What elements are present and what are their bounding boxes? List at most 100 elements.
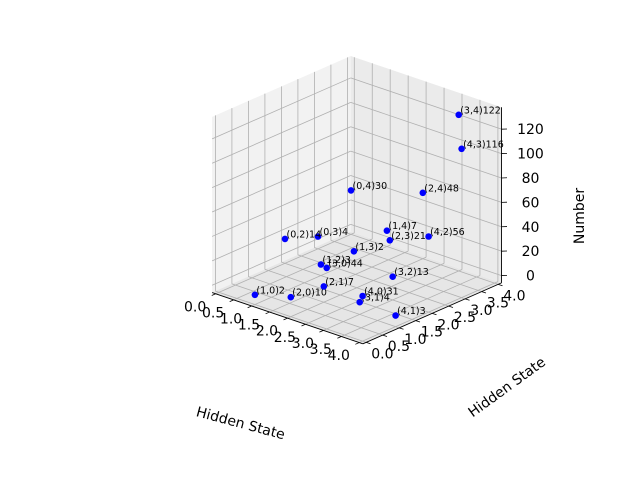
y-tick-mark: [415, 320, 421, 323]
point-annotation: (1,2)3: [322, 255, 351, 266]
point-annotation: (4,2)56: [430, 227, 465, 238]
x-tick-mark: [211, 293, 216, 296]
grid-line: [211, 77, 351, 140]
x-tick-label: 2.5: [274, 330, 296, 346]
data-points: (0,3)4 (0,4)30 (0,2)14 (1,0)2 (1,2)3 (1,3)2 (1…: [251, 105, 504, 319]
x-tick-mark: [355, 342, 360, 345]
grid-line: [350, 77, 502, 130]
grid-line: [347, 232, 499, 285]
z-tick-label: 60: [522, 195, 540, 211]
data-point: [356, 298, 364, 306]
y-tick-mark: [465, 298, 470, 301]
y-tick-mark: [448, 305, 454, 308]
grid-line: [215, 290, 367, 343]
y-tick-label: 2.5: [454, 310, 476, 326]
z-tick-label: 80: [522, 171, 540, 187]
y-tick-label: 3.5: [487, 296, 509, 312]
y-axis-label: Hidden State: [466, 354, 549, 421]
z-axis-label: Number: [572, 188, 588, 244]
point-annotation: (2,3)21: [391, 231, 426, 242]
point-annotation: (2,1)7: [325, 277, 354, 288]
x-tick-label: 1.5: [238, 318, 260, 334]
y-tick-mark: [382, 334, 388, 337]
grid-line: [350, 101, 502, 154]
y-tick-mark: [366, 341, 371, 345]
point-annotation: (3,2)13: [394, 267, 429, 278]
x-tick-mark: [229, 299, 234, 302]
x-tick-mark: [319, 330, 324, 333]
grid-line: [211, 150, 351, 213]
grid-line: [314, 247, 466, 300]
grid-line: [211, 223, 351, 286]
grid-line: [211, 199, 351, 262]
data-point: [392, 312, 399, 319]
grid-line: [350, 199, 502, 252]
x-tick-label: 3.0: [292, 336, 314, 352]
point-annotation: (0,4)30: [353, 181, 388, 192]
data-point: [386, 237, 394, 244]
x-axis-label: Hidden State: [194, 404, 286, 443]
z-tick-label: 20: [522, 244, 540, 260]
y-tick-mark: [498, 283, 503, 287]
point-annotation: (3,0)44: [328, 258, 363, 269]
data-point: [425, 233, 432, 240]
data-point: [389, 273, 397, 281]
data-point: [350, 248, 358, 255]
point-annotation: (0,2)14: [287, 229, 322, 240]
grid-line: [350, 126, 502, 179]
point-annotation: (4,1)3: [397, 306, 426, 317]
data-point: [314, 233, 322, 240]
grid-line: [211, 175, 351, 237]
data-point: [251, 291, 259, 299]
point-annotation: (2,0)10: [292, 288, 327, 299]
y-tick-mark: [399, 327, 404, 330]
z-tick-label: 0: [526, 269, 535, 285]
grid-line: [211, 101, 351, 164]
y-tick-label: 4.0: [503, 288, 525, 304]
grid-line: [350, 175, 502, 228]
tick-labels: 0.00.51.01.52.02.53.03.54.0 0.00.51.01.52…: [184, 122, 544, 364]
data-point: [359, 292, 366, 300]
y-tick-label: 2.0: [437, 317, 459, 333]
grid-line: [281, 261, 433, 314]
y-tick-mark: [481, 291, 487, 294]
y-tick-label: 1.0: [404, 332, 426, 348]
grid-line: [264, 268, 416, 321]
y-tick-label: 0.0: [371, 346, 393, 362]
x-tick-label: 0.0: [184, 299, 206, 315]
x-tick-mark: [247, 305, 252, 309]
data-point: [323, 264, 331, 272]
z-tick-label: 120: [517, 122, 544, 138]
x-tick-label: 4.0: [328, 348, 350, 364]
point-annotation: (2,4)48: [424, 183, 459, 194]
grid-line: [211, 126, 351, 188]
x-tick-mark: [337, 336, 342, 339]
y-tick-label: 3.0: [470, 303, 492, 319]
point-annotation: (0,3)4: [320, 227, 349, 238]
x-tick-label: 0.5: [202, 305, 224, 321]
data-point: [347, 187, 355, 194]
x-tick-mark: [265, 311, 270, 315]
data-point: [317, 261, 325, 268]
x-axis-line: [211, 292, 364, 345]
grid-line: [248, 276, 400, 329]
data-point: [458, 145, 465, 153]
point-annotation: (4,3)116: [463, 139, 504, 150]
axis-lines: [211, 107, 508, 345]
y-tick-label: 1.5: [421, 325, 443, 341]
y-tick-label: 0.5: [388, 339, 410, 355]
x-tick-mark: [283, 317, 288, 321]
data-point: [281, 235, 289, 243]
x-tick-mark: [301, 323, 306, 327]
z-tick-label: 40: [522, 220, 540, 236]
grid-line: [350, 150, 502, 203]
point-annotation: (1,4)7: [388, 221, 417, 232]
point-annotation: (1,3)2: [355, 242, 384, 253]
x-tick-label: 1.0: [220, 311, 242, 327]
data-point: [383, 227, 391, 234]
data-point: [320, 283, 328, 290]
point-annotation: (3,4)122: [460, 105, 501, 116]
data-point: [419, 189, 427, 197]
z-tick-label: 100: [517, 147, 544, 163]
